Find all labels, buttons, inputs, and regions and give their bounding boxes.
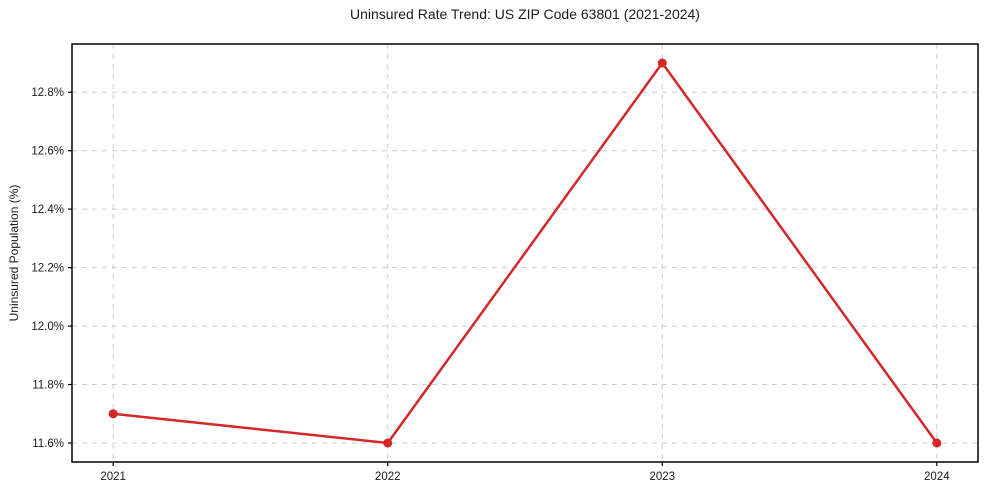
x-tick-label: 2023 [649,471,675,483]
x-tick-label: 2021 [100,471,126,483]
x-tick-label: 2022 [375,471,401,483]
data-point-marker [657,58,667,68]
y-tick-label: 12.4% [31,204,64,216]
trend-line [111,61,939,445]
y-tick-label: 12.8% [31,87,64,99]
x-tick-label: 2024 [924,471,950,483]
y-tick-label: 12.2% [31,263,64,275]
data-point-marker [932,438,942,448]
y-tick-label: 12.0% [31,321,64,333]
y-tick-label: 11.8% [32,380,64,392]
data-point-marker [383,438,393,448]
y-tick-label: 12.6% [31,146,64,158]
plot-frame [71,43,979,463]
data-point-marker [108,409,118,419]
y-tick-label: 11.6% [32,438,64,450]
chart-title: Uninsured Rate Trend: US ZIP Code 63801 … [350,6,700,22]
